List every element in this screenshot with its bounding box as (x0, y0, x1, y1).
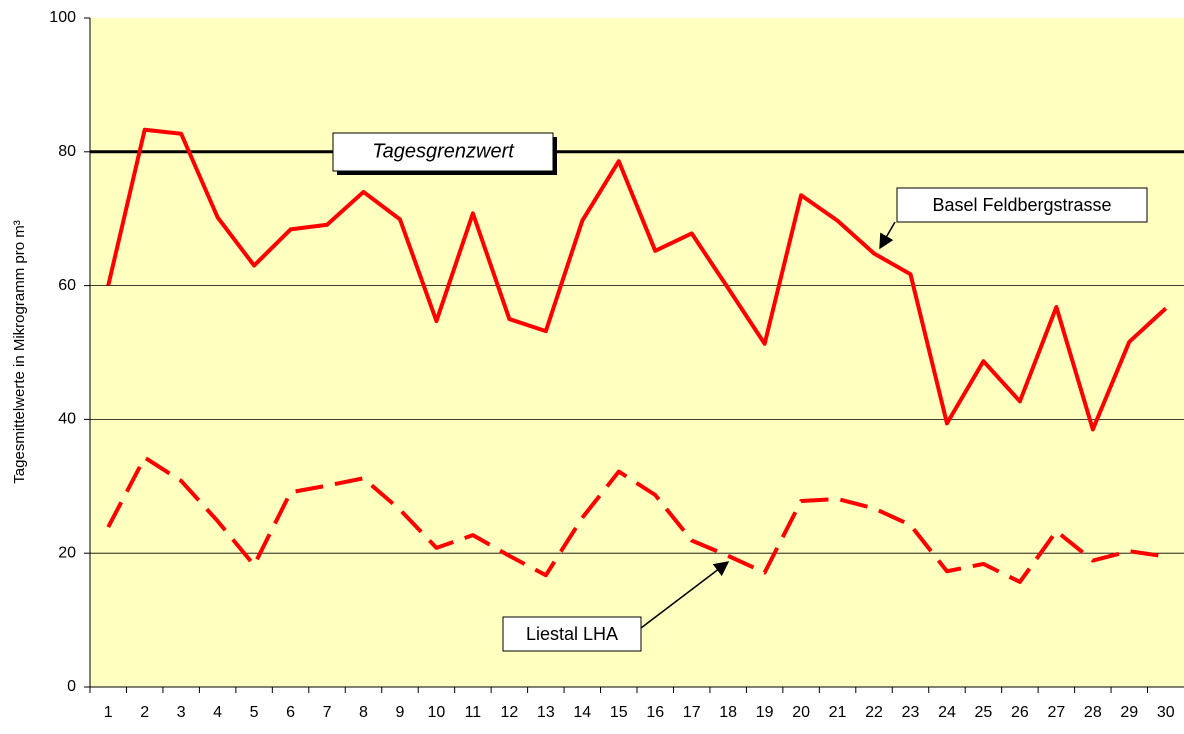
x-tick-label: 10 (428, 704, 446, 721)
callout-arrow (879, 221, 896, 250)
y-tick-label: 40 (58, 411, 76, 428)
x-tick-label: 5 (250, 704, 259, 721)
x-tick-label: 6 (286, 704, 295, 721)
y-tick-label: 20 (58, 544, 76, 561)
x-tick-label: 14 (573, 704, 591, 721)
x-tick-label: 17 (683, 704, 701, 721)
x-tick-label: 13 (537, 704, 555, 721)
x-tick-label: 19 (756, 704, 774, 721)
y-tick-label: 80 (58, 143, 76, 160)
label-box (332, 132, 554, 172)
x-tick-label: 2 (140, 704, 149, 721)
plot-area (90, 18, 1184, 687)
x-tick-label: 11 (465, 704, 482, 721)
legend-label: Liestal LHA (526, 624, 618, 644)
y-tick-label: 0 (67, 678, 76, 695)
y-tick-label: 60 (58, 277, 76, 294)
x-tick-label: 20 (792, 704, 810, 721)
x-tick-label: 9 (396, 704, 405, 721)
x-tick-label: 29 (1120, 704, 1138, 721)
x-tick-label: 21 (829, 704, 847, 721)
callout-arrow (640, 561, 730, 629)
y-tick-label: 100 (49, 9, 76, 26)
x-tick-label: 30 (1157, 704, 1175, 721)
x-tick-label: 4 (213, 704, 222, 721)
legend-label: Basel Feldbergstrasse (932, 195, 1111, 215)
series-line (106, 127, 1168, 432)
x-tick-label: 8 (359, 704, 368, 721)
x-tick-label: 1 (104, 704, 113, 721)
y-axis-label: Tagesmittelwerte in Mikrogramm pro m³ (11, 220, 28, 483)
x-tick-label: 27 (1047, 704, 1065, 721)
x-tick-label: 25 (975, 704, 993, 721)
x-tick-label: 18 (719, 704, 737, 721)
x-tick-label: 16 (646, 704, 664, 721)
x-tick-label: 28 (1084, 704, 1102, 721)
x-tick-label: 22 (865, 704, 883, 721)
legend-box (896, 187, 1148, 223)
threshold-label: Tagesgrenzwert (372, 140, 515, 162)
legend-box (502, 616, 642, 652)
x-tick-label: 15 (610, 704, 628, 721)
x-tick-label: 7 (323, 704, 332, 721)
x-tick-label: 26 (1011, 704, 1029, 721)
x-tick-label: 23 (902, 704, 920, 721)
x-tick-label: 12 (500, 704, 518, 721)
series-line (106, 455, 1167, 584)
x-tick-label: 3 (177, 704, 186, 721)
x-tick-label: 24 (938, 704, 956, 721)
